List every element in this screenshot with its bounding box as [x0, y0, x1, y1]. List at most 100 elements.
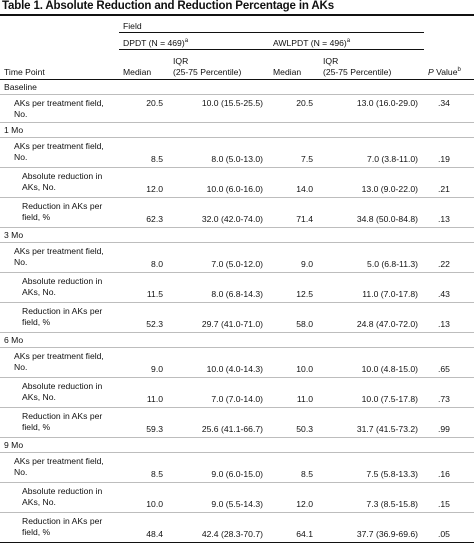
header-iqr-awlpdt: IQR (25-75 Percentile): [319, 49, 425, 80]
p-value: .65: [424, 347, 474, 378]
awlpdt-median: 9.0: [269, 242, 319, 273]
section-row: 9 Mo: [0, 437, 474, 453]
dpdt-median: 8.5: [119, 452, 169, 483]
header-p-rest: Value: [433, 66, 458, 77]
header-group-dpdt: DPDT (N = 469)a: [119, 32, 269, 50]
table-row: Absolute reduction in AKs, No. 11.5 8.0 (6…: [0, 272, 474, 303]
header-field: Field: [119, 16, 425, 33]
table-row: AKs per treatment field, No. 9.0 10.0 (4.0…: [0, 347, 474, 378]
p-value: .15: [424, 482, 474, 513]
header-group-awlpdt-label: AWLPDT (N = 496): [273, 37, 347, 48]
dpdt-iqr: 9.0 (6.0-15.0): [169, 452, 269, 483]
awlpdt-iqr: 31.7 (41.5-73.2): [319, 407, 425, 438]
header-iqr-line1: IQR: [173, 56, 189, 66]
awlpdt-median: 14.0: [269, 167, 319, 198]
awlpdt-iqr: 7.5 (5.8-13.3): [319, 452, 425, 483]
header-empty: [0, 33, 119, 50]
dpdt-median: 8.5: [119, 137, 169, 168]
row-label: Reduction in AKs per field, %: [0, 302, 119, 333]
awlpdt-iqr: 7.3 (8.5-15.8): [319, 482, 425, 513]
row-label: AKs per treatment field, No.: [0, 452, 119, 483]
header-group-dpdt-label: DPDT (N = 469): [123, 37, 185, 48]
dpdt-median: 59.3: [119, 407, 169, 438]
row-label: Reduction in AKs per field, %: [0, 407, 119, 438]
p-value: .05: [424, 512, 474, 543]
section-row: 3 Mo: [0, 227, 474, 243]
awlpdt-iqr: 10.0 (4.8-15.0): [319, 347, 425, 378]
dpdt-iqr: 10.0 (15.5-25.5): [169, 94, 269, 123]
dpdt-iqr: 29.7 (41.0-71.0): [169, 302, 269, 333]
row-label: Absolute reduction in AKs, No.: [0, 482, 119, 513]
p-value: .13: [424, 302, 474, 333]
section-label: 9 Mo: [0, 437, 474, 453]
header-time-point: Time Point: [0, 49, 119, 80]
dpdt-iqr: 32.0 (42.0-74.0): [169, 197, 269, 228]
header-iqr-line1: IQR: [323, 56, 339, 66]
header-group-awlpdt: AWLPDT (N = 496)a: [269, 32, 425, 50]
header-iqr-line2: (25-75 Percentile): [173, 66, 242, 77]
p-value: .13: [424, 197, 474, 228]
header-p-value: P Valueb: [424, 49, 474, 80]
dpdt-iqr: 42.4 (28.3-70.7): [169, 512, 269, 543]
row-label: Absolute reduction in AKs, No.: [0, 377, 119, 408]
header-group-dpdt-sup: a: [184, 37, 189, 44]
table-header: Field DPDT (N = 469)a AWLPDT (N = 496)a …: [0, 16, 474, 80]
awlpdt-iqr: 37.7 (36.9-69.6): [319, 512, 425, 543]
section-label: 1 Mo: [0, 122, 474, 138]
dpdt-iqr: 8.0 (6.8-14.3): [169, 272, 269, 303]
dpdt-median: 9.0: [119, 347, 169, 378]
awlpdt-median: 8.5: [269, 452, 319, 483]
row-label: AKs per treatment field, No.: [0, 94, 119, 123]
header-p-italic: P: [428, 66, 434, 77]
dpdt-iqr: 7.0 (7.0-14.0): [169, 377, 269, 408]
awlpdt-median: 20.5: [269, 94, 319, 123]
row-label: Absolute reduction in AKs, No.: [0, 272, 119, 303]
row-label: AKs per treatment field, No.: [0, 242, 119, 273]
header-empty: [0, 16, 119, 33]
p-value: .16: [424, 452, 474, 483]
header-group-awlpdt-sup: a: [346, 37, 351, 44]
header-iqr-line2: (25-75 Percentile): [323, 66, 392, 77]
section-label: 3 Mo: [0, 227, 474, 243]
row-label: Reduction in AKs per field, %: [0, 197, 119, 228]
header-iqr-dpdt: IQR (25-75 Percentile): [169, 49, 269, 80]
section-row: 6 Mo: [0, 332, 474, 348]
header-empty: [424, 16, 474, 33]
dpdt-median: 62.3: [119, 197, 169, 228]
awlpdt-iqr: 5.0 (6.8-11.3): [319, 242, 425, 273]
table-row: Absolute reduction in AKs, No. 12.0 10.0 (…: [0, 167, 474, 198]
awlpdt-iqr: 24.8 (47.0-72.0): [319, 302, 425, 333]
title-rule: [0, 14, 474, 16]
results-table: Field DPDT (N = 469)a AWLPDT (N = 496)a …: [0, 16, 474, 543]
table-row: Reduction in AKs per field, % 59.3 25.6 (4…: [0, 407, 474, 438]
section-row: 1 Mo: [0, 122, 474, 138]
awlpdt-median: 58.0: [269, 302, 319, 333]
dpdt-median: 48.4: [119, 512, 169, 543]
dpdt-median: 11.0: [119, 377, 169, 408]
dpdt-iqr: 8.0 (5.0-13.0): [169, 137, 269, 168]
p-value: .19: [424, 137, 474, 168]
table-row: AKs per treatment field, No. 20.5 10.0 (15…: [0, 94, 474, 123]
awlpdt-median: 64.1: [269, 512, 319, 543]
row-label: Reduction in AKs per field, %: [0, 512, 119, 543]
p-value: .22: [424, 242, 474, 273]
section-row: Baseline: [0, 79, 474, 95]
p-value: .43: [424, 272, 474, 303]
row-label: AKs per treatment field, No.: [0, 347, 119, 378]
p-value: .34: [424, 94, 474, 123]
table-body: Baseline AKs per treatment field, No. 20.5…: [0, 79, 474, 543]
dpdt-median: 11.5: [119, 272, 169, 303]
p-value: .73: [424, 377, 474, 408]
section-label: Baseline: [0, 79, 474, 95]
row-label: AKs per treatment field, No.: [0, 137, 119, 168]
awlpdt-median: 11.0: [269, 377, 319, 408]
awlpdt-median: 71.4: [269, 197, 319, 228]
section-label: 6 Mo: [0, 332, 474, 348]
dpdt-median: 52.3: [119, 302, 169, 333]
dpdt-median: 12.0: [119, 167, 169, 198]
row-label: Absolute reduction in AKs, No.: [0, 167, 119, 198]
table-row: Reduction in AKs per field, % 52.3 29.7 (4…: [0, 302, 474, 333]
awlpdt-median: 12.0: [269, 482, 319, 513]
dpdt-iqr: 25.6 (41.1-66.7): [169, 407, 269, 438]
